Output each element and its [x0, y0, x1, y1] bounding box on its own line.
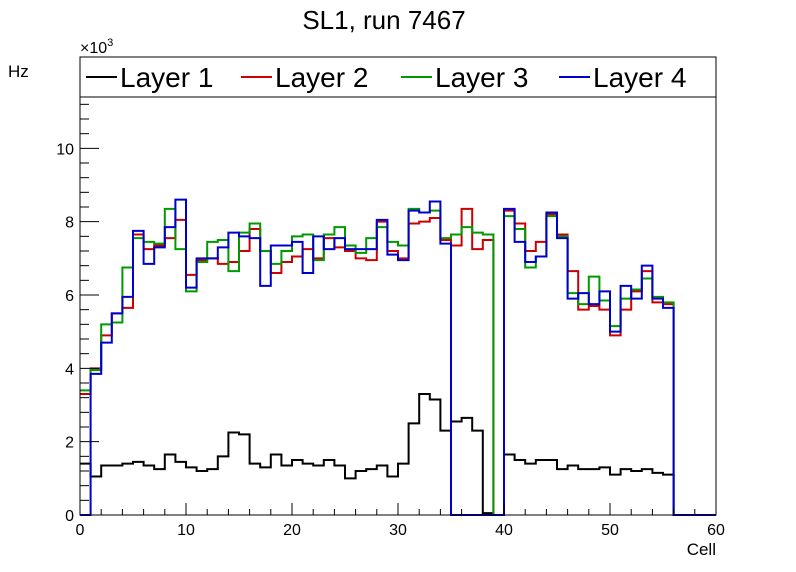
series-group — [80, 198, 716, 516]
x-tick-label: 20 — [283, 522, 301, 539]
x-tick-label: 30 — [389, 522, 407, 539]
x-tick-label: 40 — [495, 522, 513, 539]
x-axis-label: Cell — [687, 540, 716, 559]
y-tick-label: 10 — [56, 141, 74, 158]
legend-label-layer-3: Layer 3 — [435, 62, 528, 93]
y-tick-label: 8 — [65, 215, 74, 232]
x-tick-label: 10 — [177, 522, 195, 539]
y-axis-label: Hz — [8, 62, 29, 81]
legend-label-layer-2: Layer 2 — [275, 62, 368, 93]
y-exponent-base: ×10 — [80, 40, 107, 57]
y-tick-label: 0 — [65, 508, 74, 525]
series-line-layer-4 — [80, 198, 716, 516]
legend-label-layer-1: Layer 1 — [120, 62, 213, 93]
y-exponent-power: 3 — [107, 37, 113, 49]
legend-label-layer-4: Layer 4 — [593, 62, 686, 93]
series-line-layer-1 — [80, 393, 716, 516]
x-tick-label: 60 — [707, 522, 725, 539]
legend: Layer 1 Layer 2 Layer 3 Layer 4 — [79, 56, 717, 98]
y-tick-label: 2 — [65, 435, 74, 452]
y-tick-label: 6 — [65, 288, 74, 305]
x-tick-label: 50 — [601, 522, 619, 539]
axes-group: 0 10 20 30 40 50 60 0 2 4 6 8 10 — [56, 103, 725, 539]
y-exponent-label: ×103 — [80, 37, 113, 57]
y-tick-label: 4 — [65, 361, 74, 378]
legend-box — [79, 56, 717, 98]
x-tick-label: 0 — [76, 522, 85, 539]
chart-title: SL1, run 7467 — [302, 5, 465, 35]
